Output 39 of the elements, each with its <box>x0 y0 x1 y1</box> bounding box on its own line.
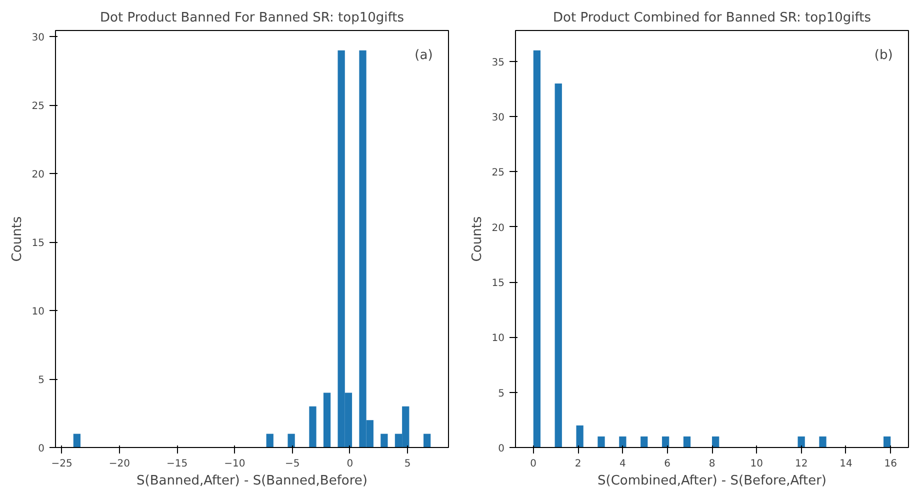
x-tick-label: −10 <box>224 458 246 470</box>
y-tick-label: 25 <box>32 101 45 112</box>
y-tick-label: 35 <box>492 57 505 68</box>
y-tick-label: 25 <box>492 168 505 179</box>
x-tick-label: 5 <box>404 458 411 470</box>
x-tick-label: 12 <box>794 458 808 470</box>
x-tick-label: 6 <box>664 458 671 470</box>
y-axis-title: Counts <box>470 216 485 262</box>
x-axis-title: S(Banned,After) - S(Banned,Before) <box>136 474 368 488</box>
y-tick-label: 30 <box>492 112 505 124</box>
x-tick-label: −25 <box>51 458 72 470</box>
x-tick-label: −20 <box>108 458 130 470</box>
annotation: (b) <box>874 48 893 64</box>
annotation: (a) <box>414 48 433 64</box>
y-tick-label: 10 <box>32 306 45 318</box>
x-tick-label: −15 <box>166 458 188 470</box>
y-axis-title: Counts <box>10 216 25 262</box>
y-tick-label: 20 <box>32 170 45 181</box>
x-tick-label: 16 <box>884 458 898 470</box>
chart-title: Dot Product Banned For Banned SR: top10gifts <box>100 10 404 26</box>
y-tick-label: 5 <box>38 375 45 386</box>
x-tick-label: 0 <box>346 458 354 470</box>
y-tick-label: 20 <box>492 222 505 234</box>
y-tick-label: 0 <box>38 444 45 454</box>
y-tick-label: 30 <box>32 32 45 44</box>
x-tick-label: 10 <box>750 458 764 470</box>
chart-title: Dot Product Combined for Banned SR: top10gifts <box>553 10 872 26</box>
y-tick-label: 15 <box>492 278 505 290</box>
x-tick-label: 0 <box>530 458 537 470</box>
x-tick-label: −5 <box>284 458 300 470</box>
y-tick-label: 10 <box>492 333 505 344</box>
x-tick-label: 14 <box>840 458 852 470</box>
y-tick-label: 15 <box>32 238 45 250</box>
x-axis-title: S(Combined,After) - S(Before,After) <box>598 474 826 488</box>
y-tick-label: 0 <box>498 444 505 454</box>
x-tick-label: 4 <box>620 458 626 470</box>
y-tick-label: 5 <box>498 388 505 400</box>
x-tick-label: 2 <box>574 458 582 470</box>
x-tick-label: 8 <box>708 458 716 470</box>
